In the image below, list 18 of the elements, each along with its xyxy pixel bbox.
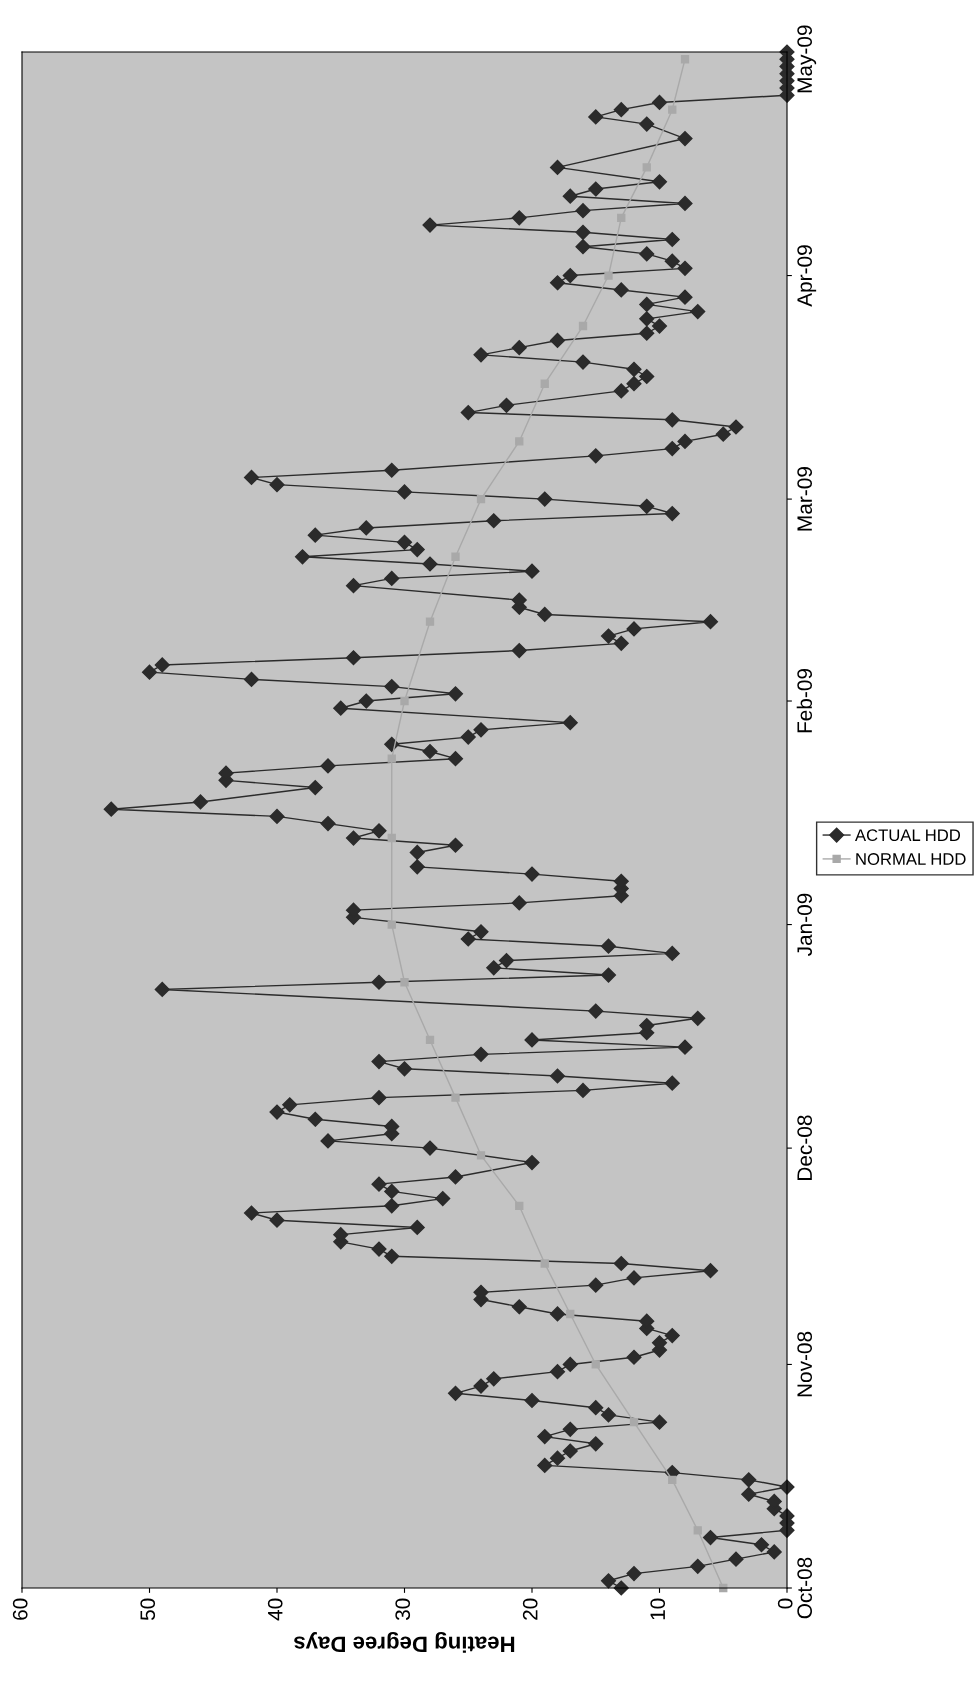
y-tick-label: Oct-08 xyxy=(797,1557,813,1619)
y-tick-label: Jan-09 xyxy=(797,893,813,957)
y-tick-label: Feb-09 xyxy=(796,668,813,733)
y-tick-label: Dec-08 xyxy=(797,1115,813,1180)
legend-label: ACTUAL HDD xyxy=(855,829,961,842)
y-tick-label: Nov-08 xyxy=(797,1331,813,1397)
legend-label: NORMAL HDD xyxy=(856,853,966,865)
x-tick-label: 10 xyxy=(650,1598,666,1620)
x-tick-label: 30 xyxy=(395,1598,411,1621)
x-tick-label: 60 xyxy=(12,1598,28,1620)
y-tick-label: May-09 xyxy=(797,25,817,93)
y-tick-label: Mar-09 xyxy=(797,467,813,531)
x-tick-label: 20 xyxy=(522,1598,538,1620)
x-axis-title: Heating Degree Days xyxy=(294,1632,515,1653)
y-tick-label: Apr-09 xyxy=(797,245,817,307)
x-tick-label: 0 xyxy=(777,1598,793,1609)
x-tick-label: 50 xyxy=(140,1598,156,1621)
x-tick-label: 40 xyxy=(267,1598,283,1621)
